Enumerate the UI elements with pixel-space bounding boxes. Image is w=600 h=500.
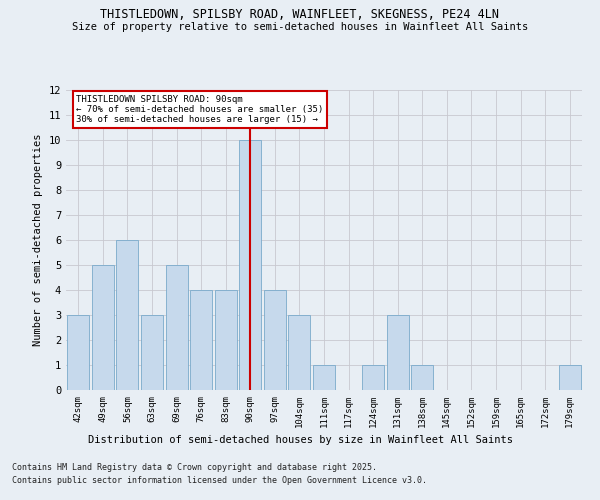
- Text: Size of property relative to semi-detached houses in Wainfleet All Saints: Size of property relative to semi-detach…: [72, 22, 528, 32]
- Bar: [411, 365, 433, 390]
- Bar: [92, 265, 114, 390]
- Text: Contains public sector information licensed under the Open Government Licence v3: Contains public sector information licen…: [12, 476, 427, 485]
- Bar: [313, 365, 335, 390]
- Bar: [239, 140, 262, 390]
- Bar: [215, 290, 237, 390]
- Bar: [362, 365, 384, 390]
- Bar: [386, 315, 409, 390]
- Text: THISTLEDOWN SPILSBY ROAD: 90sqm
← 70% of semi-detached houses are smaller (35)
3: THISTLEDOWN SPILSBY ROAD: 90sqm ← 70% of…: [76, 94, 323, 124]
- Bar: [559, 365, 581, 390]
- Y-axis label: Number of semi-detached properties: Number of semi-detached properties: [33, 134, 43, 346]
- Text: Contains HM Land Registry data © Crown copyright and database right 2025.: Contains HM Land Registry data © Crown c…: [12, 462, 377, 471]
- Text: Distribution of semi-detached houses by size in Wainfleet All Saints: Distribution of semi-detached houses by …: [88, 435, 512, 445]
- Bar: [190, 290, 212, 390]
- Bar: [141, 315, 163, 390]
- Text: THISTLEDOWN, SPILSBY ROAD, WAINFLEET, SKEGNESS, PE24 4LN: THISTLEDOWN, SPILSBY ROAD, WAINFLEET, SK…: [101, 8, 499, 20]
- Bar: [289, 315, 310, 390]
- Bar: [166, 265, 188, 390]
- Bar: [116, 240, 139, 390]
- Bar: [264, 290, 286, 390]
- Bar: [67, 315, 89, 390]
